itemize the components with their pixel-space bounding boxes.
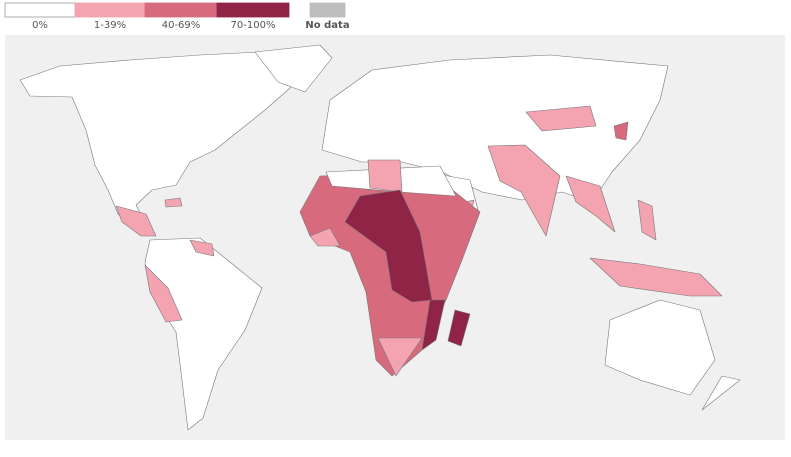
north-korea (613, 121, 629, 141)
greenland (254, 44, 333, 93)
peru (144, 264, 183, 323)
madagascar (447, 309, 471, 347)
indonesia (589, 257, 723, 297)
legend: 0% 1-39% 40-69% 70-100% No data (4, 2, 350, 31)
legend-swatch (74, 2, 146, 18)
countries (19, 44, 741, 431)
legend-swatch (216, 2, 290, 18)
legend-swatch (144, 2, 218, 18)
mozambique (421, 299, 446, 351)
legend-label: 70-100% (231, 20, 276, 31)
legend-label: 40-69% (162, 20, 201, 31)
mongolia (525, 105, 597, 132)
north-america (19, 51, 301, 231)
new-zealand (701, 375, 741, 411)
central-africa (344, 189, 433, 303)
legend-label: 1-39% (94, 20, 126, 31)
libya-egypt (367, 159, 403, 193)
legend-label: No data (305, 20, 349, 31)
west-africa (309, 227, 341, 247)
legend-label: 0% (32, 20, 48, 31)
southeast-asia (565, 175, 616, 233)
south-asia (487, 144, 561, 237)
caribbean (164, 197, 183, 208)
australia (604, 299, 716, 396)
philippines (637, 199, 657, 241)
legend-swatch (4, 2, 76, 18)
guianas (189, 239, 215, 257)
central-america (115, 205, 157, 237)
legend-swatch (309, 2, 346, 18)
southern-africa (377, 337, 423, 377)
